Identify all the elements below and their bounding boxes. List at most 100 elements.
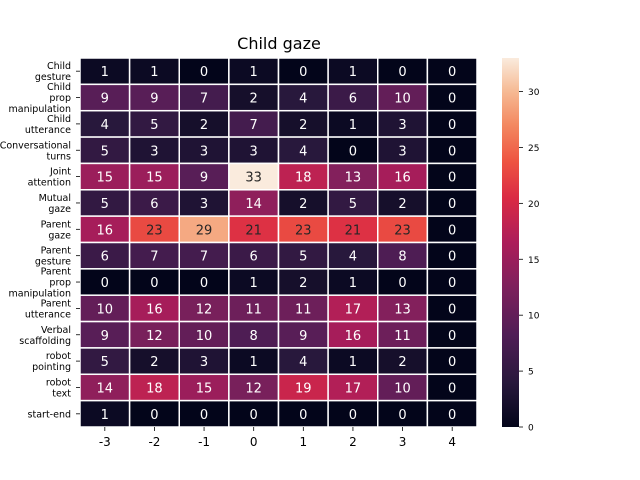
cell-value-label: 16 — [97, 223, 114, 238]
cell-value-label: 10 — [196, 329, 213, 344]
x-tick-label: 3 — [399, 435, 407, 449]
cell-value-label: 21 — [245, 223, 262, 238]
cell-value-label: 13 — [345, 171, 362, 186]
cell-value-label: 4 — [299, 92, 307, 107]
heatmap-cell — [426, 268, 478, 296]
heatmap-cell — [426, 109, 478, 138]
cell-value-label: 5 — [101, 144, 109, 159]
cell-value-label: 3 — [250, 144, 258, 159]
heatmap-cell — [426, 189, 478, 217]
colorbar — [502, 58, 519, 427]
y-tick-label: Mutual gaze — [39, 193, 72, 215]
cell-value-label: 23 — [146, 223, 163, 238]
cell-value-label: 11 — [394, 329, 411, 344]
cell-value-label: 33 — [245, 171, 262, 186]
colorbar-tick-label: 15 — [528, 256, 539, 266]
cell-value-label: 10 — [97, 302, 114, 317]
cell-value-label: 9 — [299, 329, 307, 344]
heatmap-cell — [277, 162, 329, 191]
chart-title: Child gaze — [237, 34, 321, 53]
cell-value-label: 7 — [150, 250, 158, 265]
heatmap-cell — [228, 83, 280, 112]
colorbar-tick-label: 25 — [528, 144, 539, 154]
x-tick-label: -3 — [99, 435, 111, 449]
cell-value-label: 9 — [101, 329, 109, 344]
cell-value-label: 13 — [394, 302, 411, 317]
cell-value-label: 0 — [448, 92, 456, 107]
heatmap-cell — [377, 294, 429, 323]
cell-value-label: 3 — [398, 144, 406, 159]
x-axis-labels: -3 -2 -1 0 1 2 3 4 — [99, 427, 456, 449]
heatmap-cell — [327, 109, 379, 138]
cell-value-label: 0 — [398, 65, 406, 80]
cell-value-label: 0 — [448, 197, 456, 212]
cell-value-label: 29 — [196, 223, 213, 238]
heatmap-cells: 1 1 0 1 0 1 0 09 9 7 2 4 6 10 04 5 2 7 2 1 3 05 3 3 3 4 0 3 015 15 9 33… — [79, 57, 478, 428]
cell-value-label: 5 — [150, 118, 158, 133]
cell-value-label: 5 — [101, 355, 109, 370]
cell-value-label: 21 — [345, 223, 362, 238]
heatmap-cell — [79, 294, 131, 323]
cell-value-label: 17 — [345, 302, 362, 317]
cell-value-label: 6 — [150, 197, 158, 212]
cell-value-label: 0 — [448, 329, 456, 344]
cell-value-label: 12 — [245, 381, 262, 396]
cell-value-label: 1 — [349, 355, 357, 370]
cell-value-label: 0 — [398, 408, 406, 423]
cell-value-label: 11 — [295, 302, 312, 317]
y-tick-label: Joint attention — [28, 167, 72, 189]
cell-value-label: 7 — [200, 92, 208, 107]
cell-value-label: 0 — [398, 276, 406, 291]
cell-value-label: 0 — [448, 65, 456, 80]
heatmap-cell — [277, 320, 329, 349]
heatmap-cell — [377, 109, 429, 138]
cell-value-label: 1 — [349, 276, 357, 291]
heatmap-cell — [178, 268, 230, 296]
cell-value-label: 14 — [97, 381, 114, 396]
cell-value-label: 2 — [299, 276, 307, 291]
cell-value-label: 4 — [349, 250, 357, 265]
cell-value-label: 23 — [295, 223, 312, 238]
heatmap-cell — [277, 268, 329, 296]
cell-value-label: 17 — [345, 381, 362, 396]
heatmap-cell — [426, 241, 478, 270]
cell-value-label: 0 — [150, 276, 158, 291]
cell-value-label: 1 — [250, 65, 258, 80]
heatmap-cell — [128, 294, 180, 323]
x-tick-label: -1 — [198, 435, 210, 449]
cell-value-label: 2 — [200, 118, 208, 133]
cell-value-label: 2 — [299, 197, 307, 212]
cell-value-label: 3 — [398, 118, 406, 133]
cell-value-label: 9 — [150, 92, 158, 107]
colorbar-ticks: 0 5 10 15 20 25 30 — [519, 88, 540, 434]
cell-value-label: 4 — [101, 118, 109, 133]
y-tick-label: Conversational turns — [0, 140, 71, 162]
heatmap-cell — [377, 215, 429, 244]
cell-value-label: 4 — [299, 355, 307, 370]
heatmap-cell — [327, 215, 379, 244]
cell-value-label: 9 — [200, 171, 208, 186]
cell-value-label: 0 — [200, 65, 208, 80]
cell-value-label: 0 — [448, 381, 456, 396]
cell-value-label: 2 — [398, 355, 406, 370]
heatmap-cell — [128, 83, 180, 112]
x-tick-label: -2 — [148, 435, 160, 449]
x-tick-label: 1 — [299, 435, 307, 449]
heatmap-cell — [277, 294, 329, 323]
cell-value-label: 0 — [349, 144, 357, 159]
heatmap-cell — [128, 373, 180, 402]
cell-value-label: 15 — [146, 171, 163, 186]
heatmap-cell — [178, 215, 230, 244]
colorbar-tick-label: 5 — [528, 368, 534, 378]
cell-value-label: 7 — [250, 118, 258, 133]
cell-value-label: 0 — [448, 118, 456, 133]
heatmap-cell — [178, 136, 230, 165]
y-tick-label: Child prop manipulation — [9, 82, 71, 115]
cell-value-label: 0 — [200, 276, 208, 291]
cell-value-label: 15 — [196, 381, 213, 396]
cell-value-label: 0 — [299, 408, 307, 423]
cell-value-label: 2 — [299, 118, 307, 133]
cell-value-label: 19 — [295, 381, 312, 396]
heatmap-cell — [178, 347, 230, 376]
